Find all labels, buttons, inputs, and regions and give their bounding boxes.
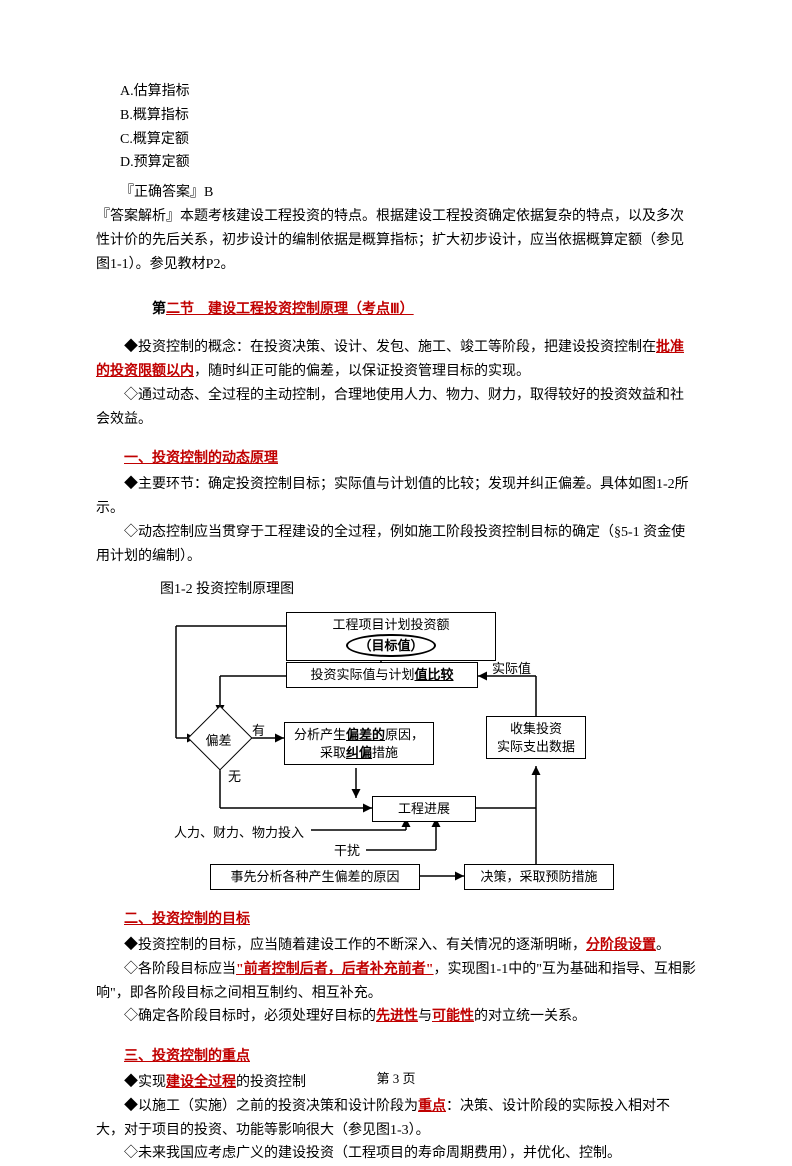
page-footer: 第 3 页	[0, 1068, 792, 1090]
option-c: C.概算定额	[120, 128, 696, 152]
node-decision: 决策，采取预防措施	[464, 864, 614, 890]
option-d: D.预算定额	[120, 151, 696, 175]
option-list: A.估算指标 B.概算指标 C.概算定额 D.预算定额	[120, 80, 696, 175]
answer-analysis: 『答案解析』本题考核建设工程投资的特点。根据建设工程投资确定依据复杂的特点，以及…	[96, 205, 696, 276]
sub1-p1: ◆主要环节：确定投资控制目标；实际值与计划值的比较；发现并纠正偏差。具体如图1-…	[96, 473, 696, 521]
sub-heading-2: 二、投资控制的目标	[96, 908, 696, 932]
node-preanalysis: 事先分析各种产生偏差的原因	[210, 864, 420, 890]
node-resources: 人力、财力、物力投入	[174, 822, 304, 844]
sub2-p1: ◆投资控制的目标，应当随着建设工作的不断深入、有关情况的逐渐明晰，分阶段设置。	[96, 934, 696, 958]
correct-answer: 『正确答案』B	[120, 181, 696, 205]
section-heading: 第二节 建设工程投资控制原理（考点Ⅲ）	[96, 298, 696, 322]
sub-heading-3: 三、投资控制的重点	[96, 1045, 696, 1069]
sub1-p2: ◇动态控制应当贯穿于工程建设的全过程，例如施工阶段投资控制目标的确定（§5-1 …	[96, 521, 696, 569]
sub3-p3: ◇未来我国应考虑广义的建设投资（工程项目的寿命周期费用），并优化、控制。	[96, 1142, 696, 1166]
concept-para: ◆投资控制的概念：在投资决策、设计、发包、施工、竣工等阶段，把建设投资控制在批准…	[96, 336, 696, 384]
flowchart-wrap: 图1-2 投资控制原理图	[96, 578, 696, 892]
label-actual: 实际值	[492, 658, 531, 680]
node-progress: 工程进展	[372, 796, 476, 822]
flowchart-title: 图1-2 投资控制原理图	[96, 578, 696, 602]
label-yes: 有	[252, 720, 265, 742]
node-collect: 收集投资实际支出数据	[486, 716, 586, 759]
sub2-p2: ◇各阶段目标应当"前者控制后者，后者补充前者"，实现图1-1中的"互为基础和指导…	[96, 958, 696, 1006]
node-compare: 投资实际值与计划值比较	[286, 662, 478, 688]
concept-para-2: ◇通过动态、全过程的主动控制，合理地使用人力、物力、财力，取得较好的投资效益和社…	[96, 384, 696, 432]
option-a: A.估算指标	[120, 80, 696, 104]
node-interference: 干扰	[334, 840, 360, 862]
sub2-p3: ◇确定各阶段目标时，必须处理好目标的先进性与可能性的对立统一关系。	[96, 1005, 696, 1029]
node-plan: 工程项目计划投资额（目标值）	[286, 612, 496, 661]
label-no: 无	[228, 766, 241, 788]
flowchart: 工程项目计划投资额（目标值） 投资实际值与计划值比较 偏差 有 无 分析产生偏差…	[156, 608, 636, 892]
node-analysis: 分析产生偏差的原因，采取纠偏措施	[284, 722, 434, 765]
sub-heading-1: 一、投资控制的动态原理	[96, 447, 696, 471]
option-b: B.概算指标	[120, 104, 696, 128]
sub3-p2: ◆以施工（实施）之前的投资决策和设计阶段为重点：决策、设计阶段的实际投入相对不大…	[96, 1095, 696, 1143]
